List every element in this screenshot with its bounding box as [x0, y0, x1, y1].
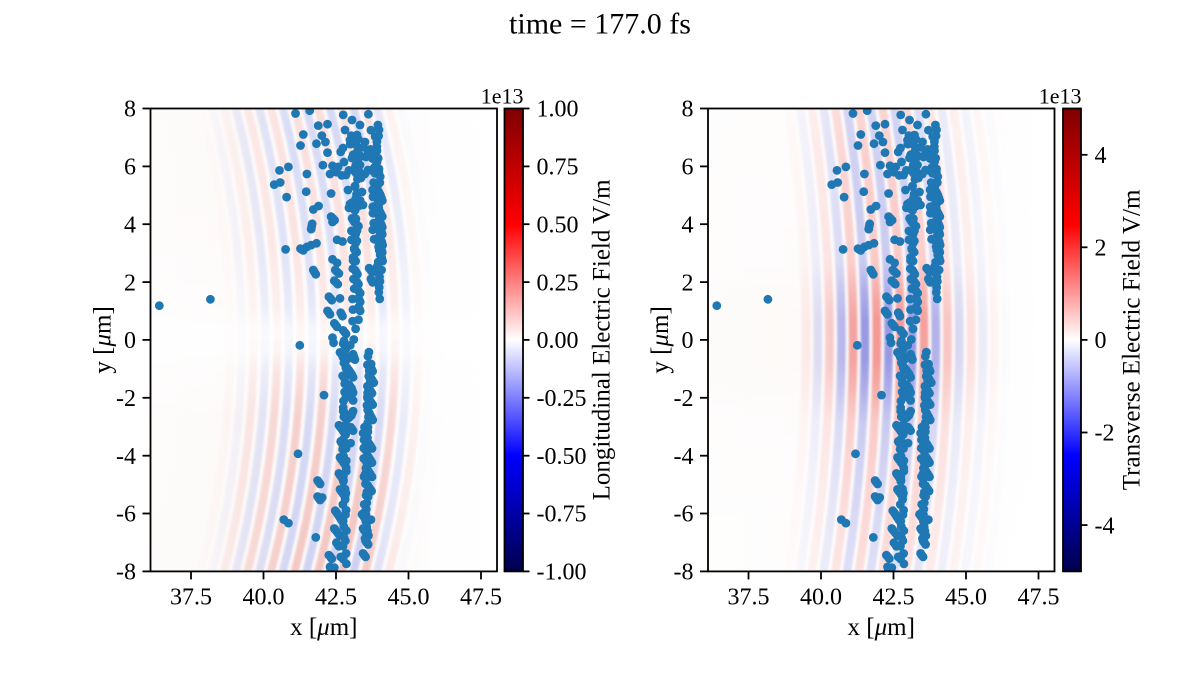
svg-text:40.0: 40.0 [800, 585, 842, 611]
svg-text:-8: -8 [674, 560, 694, 586]
svg-text:-0.50: -0.50 [537, 444, 587, 470]
svg-text:40.0: 40.0 [243, 585, 285, 611]
svg-text:37.5: 37.5 [728, 585, 770, 611]
svg-text:4: 4 [1095, 143, 1107, 169]
svg-text:47.5: 47.5 [460, 585, 502, 611]
svg-text:45.0: 45.0 [388, 585, 430, 611]
svg-text:-2: -2 [116, 386, 136, 412]
svg-text:-0.75: -0.75 [537, 502, 587, 528]
svg-text:45.0: 45.0 [945, 585, 987, 611]
svg-text:x [μm]: x [μm] [290, 614, 357, 641]
svg-text:-4: -4 [116, 444, 136, 470]
svg-text:-4: -4 [674, 444, 694, 470]
svg-text:0.50: 0.50 [537, 212, 579, 238]
svg-text:8: 8 [682, 97, 694, 123]
svg-text:6: 6 [682, 155, 694, 181]
svg-text:0: 0 [124, 328, 136, 354]
svg-text:8: 8 [124, 97, 136, 123]
svg-text:4: 4 [124, 212, 136, 238]
svg-text:6: 6 [124, 155, 136, 181]
svg-text:0.25: 0.25 [537, 270, 579, 296]
svg-text:y [μm]: y [μm] [90, 306, 117, 373]
svg-text:0: 0 [682, 328, 694, 354]
svg-text:0.75: 0.75 [537, 155, 579, 181]
svg-text:2: 2 [1095, 236, 1107, 262]
svg-text:-2: -2 [674, 386, 694, 412]
svg-text:47.5: 47.5 [1018, 585, 1060, 611]
svg-text:Longitudinal Electric Field V/: Longitudinal Electric Field V/m [589, 179, 616, 501]
svg-text:x [μm]: x [μm] [847, 614, 914, 641]
svg-text:0: 0 [1095, 328, 1107, 354]
svg-text:y [μm]: y [μm] [647, 306, 674, 373]
svg-text:37.5: 37.5 [170, 585, 212, 611]
svg-text:-6: -6 [674, 502, 694, 528]
svg-text:-1.00: -1.00 [537, 560, 587, 586]
svg-text:time = 177.0 fs: time = 177.0 fs [509, 8, 691, 41]
svg-text:4: 4 [682, 212, 694, 238]
svg-text:1e13: 1e13 [481, 84, 524, 109]
svg-text:-4: -4 [1095, 513, 1115, 539]
svg-text:-6: -6 [116, 502, 136, 528]
svg-text:-8: -8 [116, 560, 136, 586]
svg-text:1e13: 1e13 [1039, 84, 1082, 109]
svg-text:-2: -2 [1095, 421, 1115, 447]
svg-text:1.00: 1.00 [537, 97, 579, 123]
svg-text:-0.25: -0.25 [537, 386, 587, 412]
svg-text:42.5: 42.5 [315, 585, 357, 611]
svg-text:42.5: 42.5 [873, 585, 915, 611]
svg-text:Transverse Electric Field V/m: Transverse Electric Field V/m [1119, 189, 1146, 490]
svg-text:2: 2 [124, 270, 136, 296]
svg-text:2: 2 [682, 270, 694, 296]
svg-text:0.00: 0.00 [537, 328, 579, 354]
